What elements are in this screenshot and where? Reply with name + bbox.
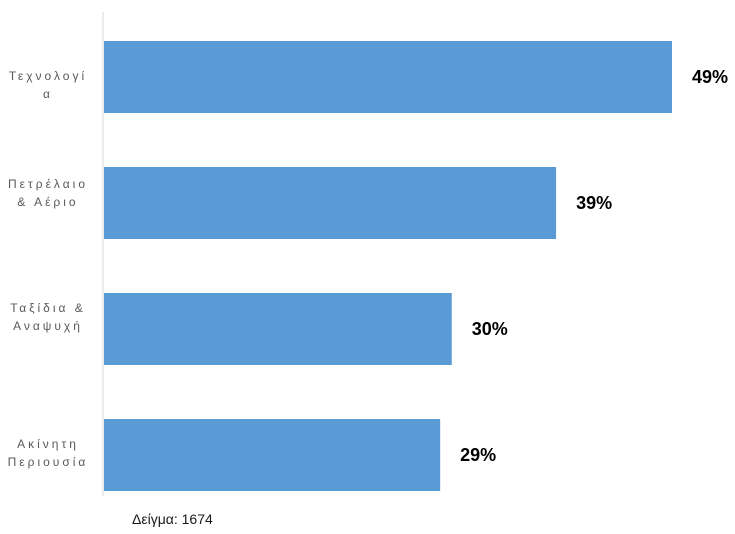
category-label: Ακίνητη Περιουσία bbox=[7, 437, 89, 469]
bar bbox=[104, 419, 441, 491]
sample-size-note: Δείγμα: 1674 bbox=[132, 511, 213, 527]
category-label: Πετρέλαιο & Αέριο bbox=[7, 177, 89, 209]
category-label: Ταξίδια & Αναψυχή bbox=[10, 301, 86, 333]
value-label: 29% bbox=[460, 445, 496, 465]
value-label: 30% bbox=[472, 319, 508, 339]
value-label: 39% bbox=[576, 193, 612, 213]
bar bbox=[104, 41, 672, 113]
bar bbox=[104, 293, 452, 365]
value-label: 49% bbox=[692, 67, 728, 87]
bar bbox=[104, 167, 557, 239]
category-label: Τεχνολογία bbox=[8, 69, 88, 101]
